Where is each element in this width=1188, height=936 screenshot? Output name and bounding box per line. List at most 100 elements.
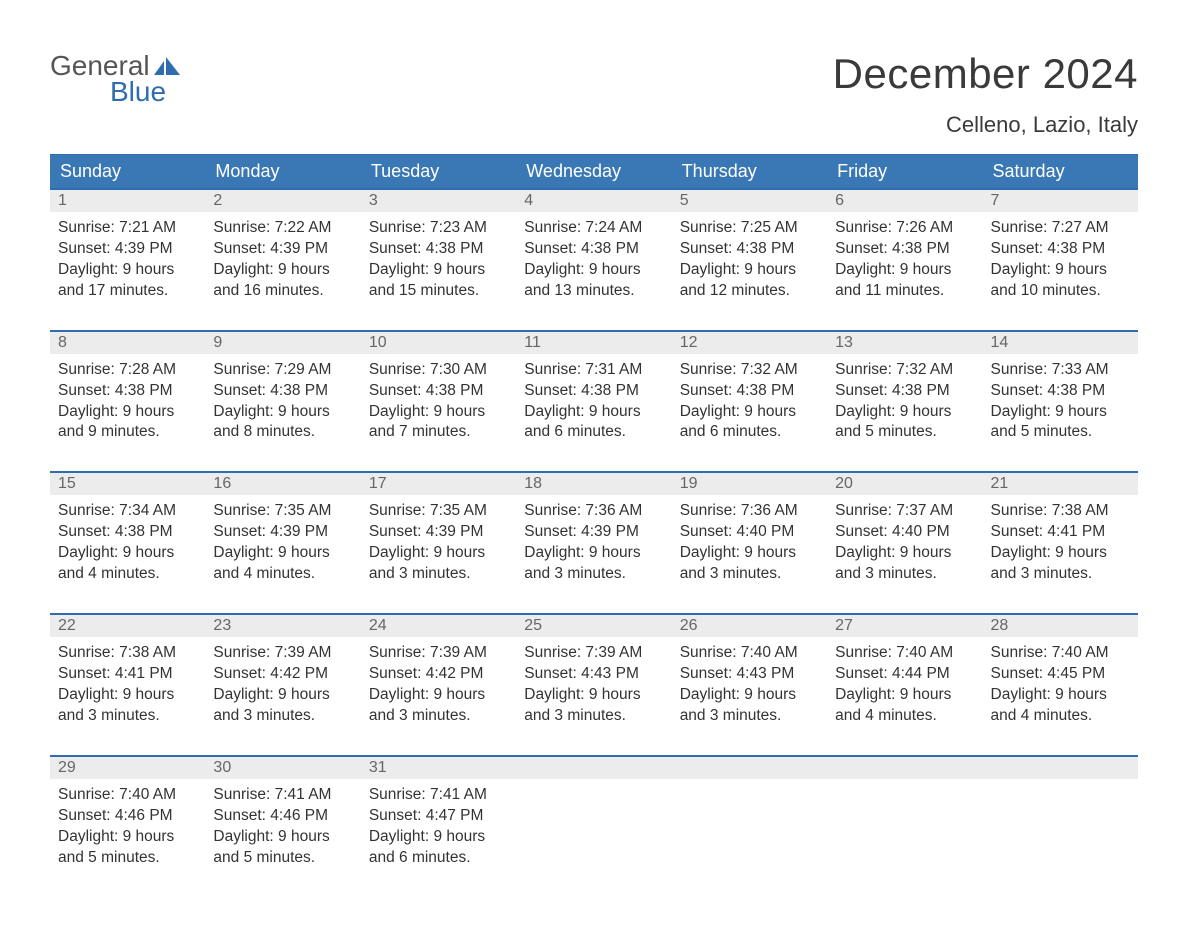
day-dl1: Daylight: 9 hours <box>991 402 1130 423</box>
day-dl2: and 3 minutes. <box>369 706 508 727</box>
day-sunset: Sunset: 4:46 PM <box>58 806 197 827</box>
calendar-day-cell: 4Sunrise: 7:24 AMSunset: 4:38 PMDaylight… <box>516 188 671 330</box>
day-details: Sunrise: 7:23 AMSunset: 4:38 PMDaylight:… <box>361 212 516 330</box>
day-sunset: Sunset: 4:38 PM <box>991 381 1130 402</box>
day-details: Sunrise: 7:35 AMSunset: 4:39 PMDaylight:… <box>205 495 360 613</box>
day-sunrise: Sunrise: 7:22 AM <box>213 218 352 239</box>
day-dl2: and 12 minutes. <box>680 281 819 302</box>
day-details: Sunrise: 7:24 AMSunset: 4:38 PMDaylight:… <box>516 212 671 330</box>
dow-wednesday: Wednesday <box>516 155 671 189</box>
day-details <box>983 779 1138 813</box>
day-dl2: and 4 minutes. <box>58 564 197 585</box>
day-details: Sunrise: 7:34 AMSunset: 4:38 PMDaylight:… <box>50 495 205 613</box>
day-dl2: and 3 minutes. <box>991 564 1130 585</box>
calendar-day-cell: 1Sunrise: 7:21 AMSunset: 4:39 PMDaylight… <box>50 188 205 330</box>
day-details: Sunrise: 7:22 AMSunset: 4:39 PMDaylight:… <box>205 212 360 330</box>
day-dl1: Daylight: 9 hours <box>369 402 508 423</box>
day-dl2: and 5 minutes. <box>58 848 197 869</box>
title-block: December 2024 Celleno, Lazio, Italy <box>833 50 1138 146</box>
day-sunrise: Sunrise: 7:34 AM <box>58 501 197 522</box>
day-dl1: Daylight: 9 hours <box>524 260 663 281</box>
dow-tuesday: Tuesday <box>361 155 516 189</box>
calendar-week: 8Sunrise: 7:28 AMSunset: 4:38 PMDaylight… <box>50 330 1138 472</box>
day-dl1: Daylight: 9 hours <box>58 827 197 848</box>
day-sunset: Sunset: 4:38 PM <box>58 381 197 402</box>
day-details: Sunrise: 7:38 AMSunset: 4:41 PMDaylight:… <box>50 637 205 755</box>
calendar-week: 15Sunrise: 7:34 AMSunset: 4:38 PMDayligh… <box>50 471 1138 613</box>
day-dl1: Daylight: 9 hours <box>213 827 352 848</box>
day-dl2: and 13 minutes. <box>524 281 663 302</box>
day-number: 31 <box>361 757 516 779</box>
calendar-day-cell: 22Sunrise: 7:38 AMSunset: 4:41 PMDayligh… <box>50 613 205 755</box>
day-dl2: and 6 minutes. <box>680 422 819 443</box>
day-details: Sunrise: 7:25 AMSunset: 4:38 PMDaylight:… <box>672 212 827 330</box>
day-number <box>516 757 671 779</box>
day-sunset: Sunset: 4:38 PM <box>524 381 663 402</box>
day-dl2: and 10 minutes. <box>991 281 1130 302</box>
day-details: Sunrise: 7:32 AMSunset: 4:38 PMDaylight:… <box>827 354 982 472</box>
day-number: 5 <box>672 190 827 212</box>
day-details: Sunrise: 7:38 AMSunset: 4:41 PMDaylight:… <box>983 495 1138 613</box>
day-number: 9 <box>205 332 360 354</box>
day-sunrise: Sunrise: 7:33 AM <box>991 360 1130 381</box>
day-dl1: Daylight: 9 hours <box>835 260 974 281</box>
day-number: 16 <box>205 473 360 495</box>
day-sunrise: Sunrise: 7:30 AM <box>369 360 508 381</box>
day-sunset: Sunset: 4:41 PM <box>58 664 197 685</box>
day-sunrise: Sunrise: 7:39 AM <box>524 643 663 664</box>
day-dl2: and 3 minutes. <box>524 564 663 585</box>
day-details: Sunrise: 7:31 AMSunset: 4:38 PMDaylight:… <box>516 354 671 472</box>
calendar-day-cell: 18Sunrise: 7:36 AMSunset: 4:39 PMDayligh… <box>516 471 671 613</box>
calendar-day-cell: 25Sunrise: 7:39 AMSunset: 4:43 PMDayligh… <box>516 613 671 755</box>
calendar-day-cell: 19Sunrise: 7:36 AMSunset: 4:40 PMDayligh… <box>672 471 827 613</box>
day-sunrise: Sunrise: 7:35 AM <box>369 501 508 522</box>
day-sunrise: Sunrise: 7:25 AM <box>680 218 819 239</box>
calendar-day-cell <box>672 755 827 897</box>
days-of-week-row: Sunday Monday Tuesday Wednesday Thursday… <box>50 155 1138 189</box>
day-sunset: Sunset: 4:38 PM <box>369 239 508 260</box>
day-dl2: and 3 minutes. <box>680 564 819 585</box>
day-dl1: Daylight: 9 hours <box>991 543 1130 564</box>
calendar-day-cell: 21Sunrise: 7:38 AMSunset: 4:41 PMDayligh… <box>983 471 1138 613</box>
header: General Blue December 2024 Celleno, Lazi… <box>50 50 1138 146</box>
day-dl1: Daylight: 9 hours <box>369 543 508 564</box>
day-sunrise: Sunrise: 7:31 AM <box>524 360 663 381</box>
day-dl2: and 6 minutes. <box>369 848 508 869</box>
day-dl1: Daylight: 9 hours <box>835 402 974 423</box>
day-dl2: and 6 minutes. <box>524 422 663 443</box>
day-number: 7 <box>983 190 1138 212</box>
day-sunrise: Sunrise: 7:38 AM <box>991 501 1130 522</box>
day-sunset: Sunset: 4:43 PM <box>680 664 819 685</box>
day-dl2: and 17 minutes. <box>58 281 197 302</box>
day-dl1: Daylight: 9 hours <box>680 685 819 706</box>
day-details: Sunrise: 7:40 AMSunset: 4:43 PMDaylight:… <box>672 637 827 755</box>
day-number: 15 <box>50 473 205 495</box>
day-sunset: Sunset: 4:38 PM <box>680 381 819 402</box>
day-number: 22 <box>50 615 205 637</box>
calendar-day-cell: 5Sunrise: 7:25 AMSunset: 4:38 PMDaylight… <box>672 188 827 330</box>
day-number: 10 <box>361 332 516 354</box>
day-sunset: Sunset: 4:42 PM <box>369 664 508 685</box>
day-number: 23 <box>205 615 360 637</box>
day-number: 30 <box>205 757 360 779</box>
day-dl2: and 3 minutes. <box>213 706 352 727</box>
day-number: 29 <box>50 757 205 779</box>
day-dl1: Daylight: 9 hours <box>680 402 819 423</box>
calendar-day-cell: 27Sunrise: 7:40 AMSunset: 4:44 PMDayligh… <box>827 613 982 755</box>
day-details: Sunrise: 7:40 AMSunset: 4:46 PMDaylight:… <box>50 779 205 897</box>
day-number <box>672 757 827 779</box>
day-dl1: Daylight: 9 hours <box>369 260 508 281</box>
calendar-day-cell: 12Sunrise: 7:32 AMSunset: 4:38 PMDayligh… <box>672 330 827 472</box>
day-sunset: Sunset: 4:38 PM <box>835 239 974 260</box>
day-dl2: and 9 minutes. <box>58 422 197 443</box>
day-dl2: and 4 minutes. <box>213 564 352 585</box>
day-dl1: Daylight: 9 hours <box>680 543 819 564</box>
calendar-day-cell: 23Sunrise: 7:39 AMSunset: 4:42 PMDayligh… <box>205 613 360 755</box>
day-details: Sunrise: 7:39 AMSunset: 4:42 PMDaylight:… <box>361 637 516 755</box>
day-dl1: Daylight: 9 hours <box>58 260 197 281</box>
day-details: Sunrise: 7:40 AMSunset: 4:45 PMDaylight:… <box>983 637 1138 755</box>
day-number: 25 <box>516 615 671 637</box>
dow-monday: Monday <box>205 155 360 189</box>
day-details: Sunrise: 7:30 AMSunset: 4:38 PMDaylight:… <box>361 354 516 472</box>
calendar-day-cell: 17Sunrise: 7:35 AMSunset: 4:39 PMDayligh… <box>361 471 516 613</box>
